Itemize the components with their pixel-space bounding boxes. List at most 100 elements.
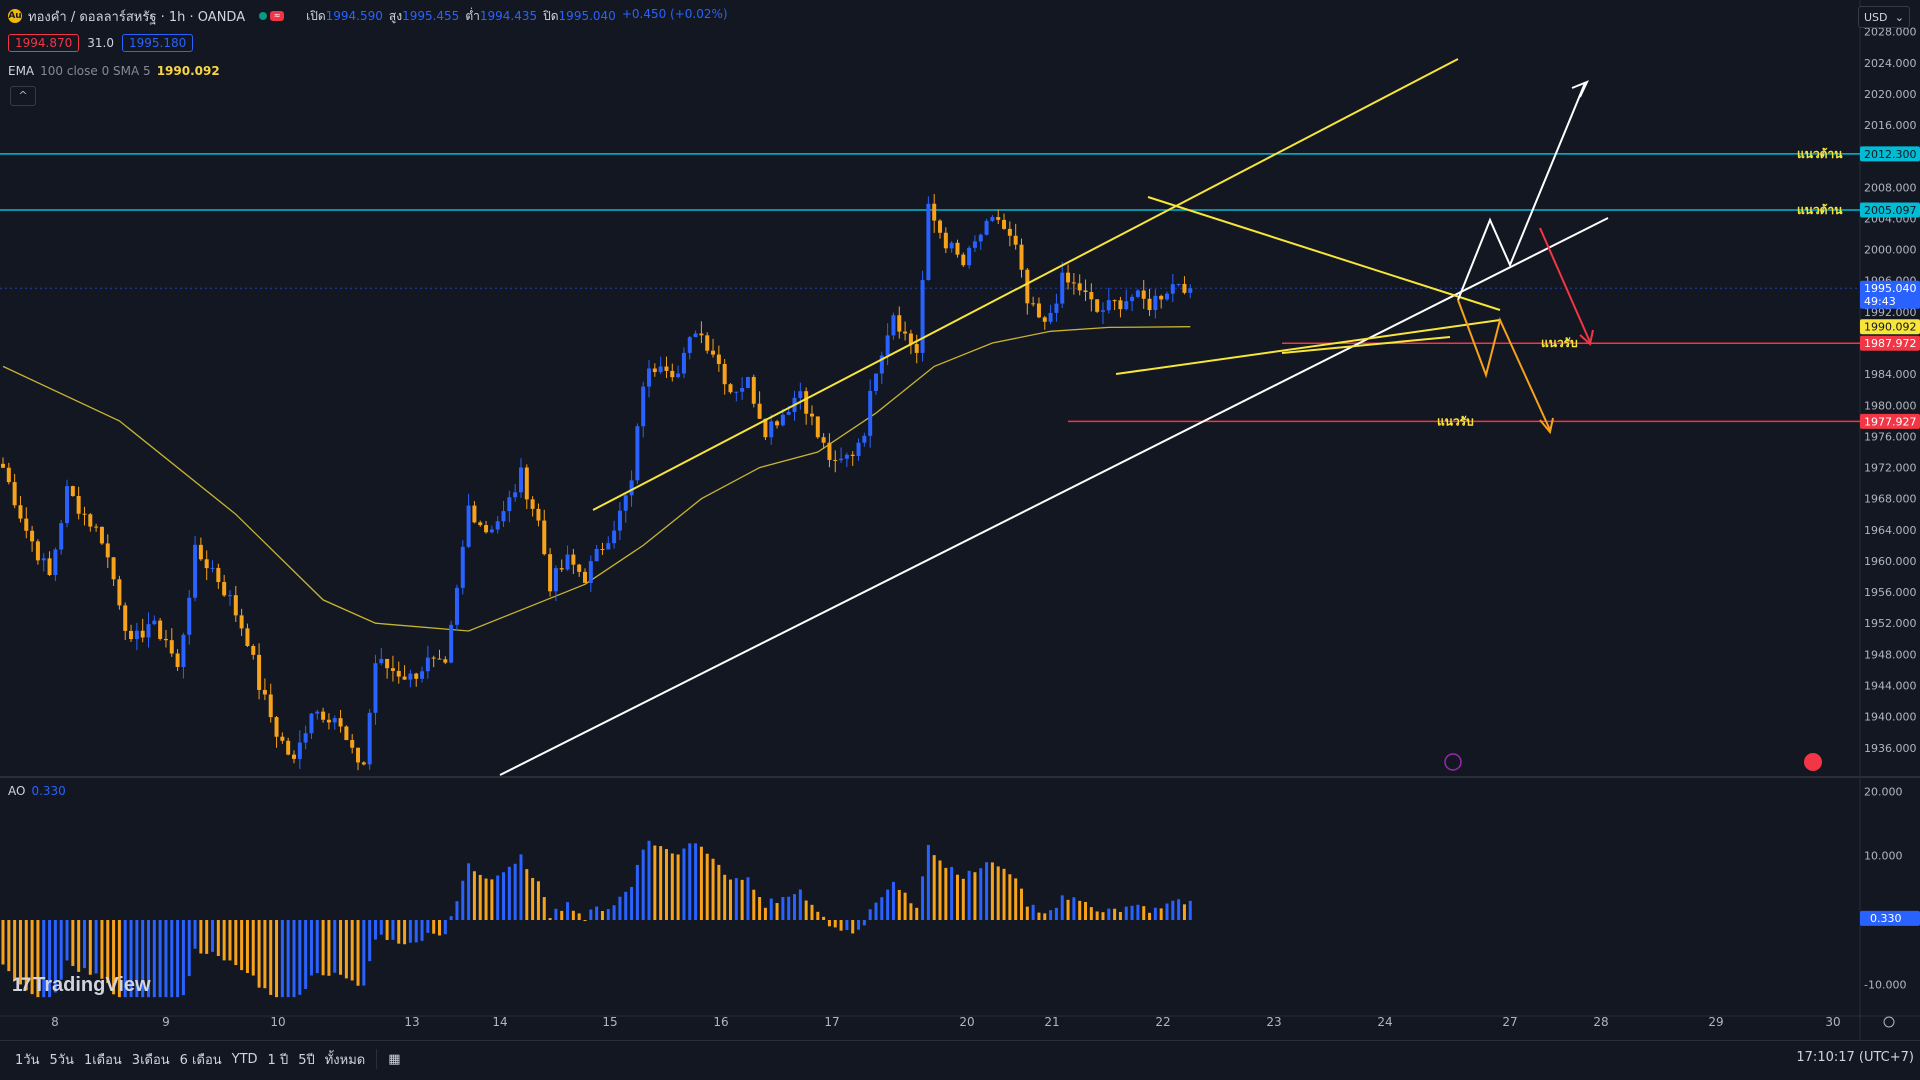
price-axis[interactable]: 2028.0002024.0002020.0002016.0002012.000… xyxy=(1860,26,1920,992)
y-tick-label: 2028.000 xyxy=(1864,26,1917,39)
candle-body xyxy=(920,280,925,353)
sell-button[interactable]: 1994.870 xyxy=(8,34,80,52)
ao-bar xyxy=(862,920,866,926)
x-tick-label: 10 xyxy=(270,1015,285,1029)
candle-body xyxy=(94,526,99,528)
ao-bar xyxy=(53,920,57,993)
candle-body xyxy=(949,242,954,249)
ao-bar xyxy=(944,867,948,920)
range-ytd[interactable]: YTD xyxy=(231,1051,258,1067)
ao-bar xyxy=(560,910,564,920)
ao-bar xyxy=(1072,897,1076,920)
ao-bar xyxy=(857,920,861,930)
ao-bar xyxy=(356,920,360,986)
candle-body xyxy=(1048,312,1053,322)
candle-body xyxy=(6,467,11,483)
ao-bar xyxy=(30,920,34,995)
ao-bar xyxy=(746,877,750,920)
candle-body xyxy=(420,671,425,679)
ao-bar xyxy=(595,906,599,920)
ao-bar xyxy=(758,896,762,920)
candle-body xyxy=(1083,290,1088,293)
ao-bar xyxy=(897,889,901,920)
ao-bar xyxy=(612,905,616,920)
currency-select[interactable]: USD ⌄ xyxy=(1858,6,1910,28)
range-1y[interactable]: 1 ปี xyxy=(267,1052,289,1068)
candle-body xyxy=(222,582,227,596)
ao-bar xyxy=(94,920,98,974)
candle-body xyxy=(414,673,419,679)
candle-body xyxy=(117,579,122,606)
ema-legend[interactable]: EMA 100 close 0 SMA 5 1990.092 xyxy=(8,64,220,78)
candle-body xyxy=(804,391,809,414)
candle-body xyxy=(59,523,64,550)
symbol-title[interactable]: ทองคำ / ดอลลาร์สหรัฐ · 1h · OANDA xyxy=(28,9,246,25)
candle-body xyxy=(891,315,896,336)
ao-bar xyxy=(164,920,168,998)
market-status[interactable]: ≈ xyxy=(259,11,285,21)
delay-icon: ≈ xyxy=(270,11,285,21)
ao-bar xyxy=(327,920,331,976)
ao-bar xyxy=(647,840,651,920)
x-tick-label: 21 xyxy=(1044,1015,1059,1029)
x-tick-label: 9 xyxy=(162,1015,170,1029)
ao-bar xyxy=(275,920,279,998)
candle-body xyxy=(903,331,908,334)
ao-bar xyxy=(880,897,884,920)
time-axis[interactable]: 8 9 10 13 14 15 16 17 20 21 22 23 24 27 28 29 30 xyxy=(51,1015,1895,1029)
candle-body xyxy=(454,587,459,625)
candle-body xyxy=(484,525,489,533)
candle-body xyxy=(1188,288,1193,293)
range-5d[interactable]: 5วัน xyxy=(49,1052,74,1068)
candle-body xyxy=(425,657,430,672)
candle-body xyxy=(216,567,221,583)
candle-body xyxy=(874,373,878,391)
ao-bar xyxy=(245,920,249,973)
range-6m[interactable]: 6 เดือน xyxy=(179,1052,222,1068)
ao-bar xyxy=(810,904,814,920)
candle-body xyxy=(996,217,1001,220)
ao-bar xyxy=(915,907,919,920)
candle-body xyxy=(233,595,238,616)
candle-body xyxy=(367,712,372,765)
ao-bar xyxy=(82,920,86,969)
candle-body xyxy=(280,736,285,741)
tradingview-logo[interactable]: 17 TradingView xyxy=(12,974,151,997)
tv-logo-icon: 17 xyxy=(12,974,31,996)
range-5y[interactable]: 5ปี xyxy=(298,1052,315,1068)
calendar-icon[interactable]: ▦ xyxy=(388,1051,401,1067)
candle-body xyxy=(12,482,17,506)
ao-bar xyxy=(577,913,581,920)
ao-bar xyxy=(752,889,756,920)
range-1m[interactable]: 1เดือน xyxy=(83,1052,122,1068)
buy-button[interactable]: 1995.180 xyxy=(121,34,194,52)
ao-legend[interactable]: AO 0.330 xyxy=(8,784,66,798)
ao-bar xyxy=(1177,899,1181,920)
ao-bar xyxy=(531,877,535,920)
candle-body xyxy=(175,653,180,667)
x-tick-label: 15 xyxy=(602,1015,617,1029)
range-all[interactable]: ทั้งหมด xyxy=(324,1052,366,1068)
chevron-up-icon[interactable]: ^ xyxy=(10,86,36,106)
ao-bar xyxy=(362,920,366,986)
ao-bar xyxy=(1118,912,1122,920)
ema-value: 1990.092 xyxy=(156,64,220,78)
ao-bar xyxy=(199,920,203,954)
range-1d[interactable]: 1วัน xyxy=(15,1052,40,1068)
triangle-bottom xyxy=(1115,319,1501,375)
triangle-bottom-2 xyxy=(1281,336,1451,354)
y-tick-label: 2020.000 xyxy=(1864,88,1917,101)
clock[interactable]: 17:10:17 (UTC+7) xyxy=(1796,1050,1914,1065)
candle-body xyxy=(943,232,948,249)
candle-body xyxy=(769,421,774,438)
candle-body xyxy=(1135,290,1140,297)
range-3m[interactable]: 3เดือน xyxy=(131,1052,170,1068)
y-tick-label: 1980.000 xyxy=(1864,399,1917,412)
ao-bar xyxy=(606,909,610,920)
ema-price-tag-bg xyxy=(1860,319,1920,335)
y-tick-label: 1952.000 xyxy=(1864,617,1917,630)
candle-body xyxy=(169,640,174,654)
candle-body xyxy=(699,333,704,336)
candle-body xyxy=(18,505,23,519)
